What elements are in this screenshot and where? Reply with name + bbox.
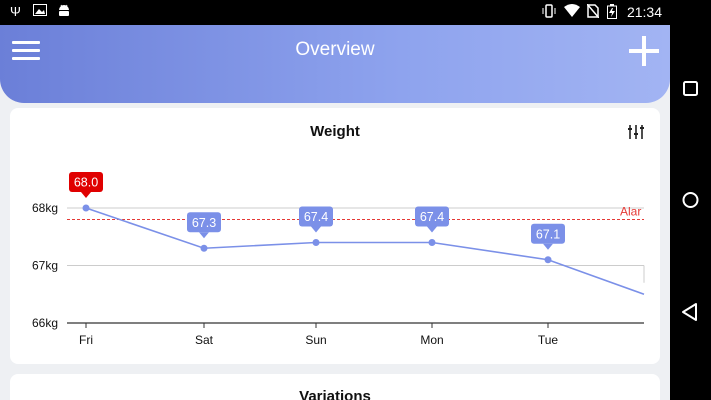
data-label: 67.1 (536, 227, 560, 241)
data-point (312, 239, 320, 246)
data-point (428, 239, 436, 246)
data-label-bubble (187, 212, 221, 233)
app-bar: Overview (0, 25, 670, 103)
android-icon (57, 4, 71, 22)
weight-series-line (85, 207, 645, 296)
navigation-bar (670, 0, 711, 400)
data-label: 67.3 (192, 216, 216, 230)
back-triangle-icon[interactable] (670, 292, 711, 332)
image-icon (33, 4, 47, 20)
plus-icon[interactable] (628, 35, 660, 67)
usb-icon: Ψ (10, 4, 21, 19)
alarm-label: Alar (620, 205, 641, 219)
weight-card-title: Weight (310, 123, 360, 140)
weight-card: Weight 66kg 67kg 68kg Alar Fri Sat Sun Mon Tue 68… (10, 108, 660, 364)
page-title: Overview (295, 39, 375, 60)
no-sim-icon (586, 3, 600, 22)
vibrate-icon (541, 4, 557, 22)
battery-charging-icon (607, 4, 617, 23)
data-label-pointer (199, 232, 209, 239)
y-tick-label: 66kg (32, 316, 58, 330)
data-label: 67.4 (420, 210, 444, 224)
x-tick-label: Tue (538, 333, 559, 347)
home-circle-icon[interactable] (670, 180, 711, 220)
x-tick-label: Sat (195, 333, 214, 347)
data-label-bubble (299, 206, 333, 227)
weight-line-chart[interactable]: 66kg 67kg 68kg Alar Fri Sat Sun Mon Tue 68.0 67.3 6… (10, 108, 660, 364)
data-label-pointer (311, 226, 321, 233)
data-label-pointer (81, 192, 91, 198)
data-point (544, 256, 552, 264)
recents-square-icon[interactable] (670, 68, 711, 108)
data-label-bubble (415, 206, 449, 227)
variations-card-title: Variations (299, 388, 371, 400)
x-tick-label: Fri (79, 333, 93, 347)
sliders-icon[interactable] (626, 122, 646, 142)
data-point (200, 244, 208, 252)
data-label: 68.0 (74, 176, 98, 190)
data-label-bubble (69, 172, 103, 192)
variations-card: Variations (10, 374, 660, 400)
data-label-pointer (543, 243, 553, 250)
data-label: 67.4 (304, 210, 328, 224)
data-point (82, 204, 90, 212)
data-label-bubble (531, 223, 565, 244)
x-tick-label: Mon (420, 333, 443, 347)
x-tick-label: Sun (305, 333, 326, 347)
status-time: 21:34 (626, 4, 662, 20)
y-tick-label: 68kg (32, 201, 58, 215)
app-screen: Ψ 21:34 Overview Weight (0, 0, 670, 400)
data-label-pointer (427, 226, 437, 233)
hamburger-menu-icon[interactable] (12, 39, 40, 63)
status-bar: Ψ 21:34 (0, 0, 670, 25)
wifi-icon (564, 4, 580, 21)
y-tick-label: 67kg (32, 259, 58, 273)
